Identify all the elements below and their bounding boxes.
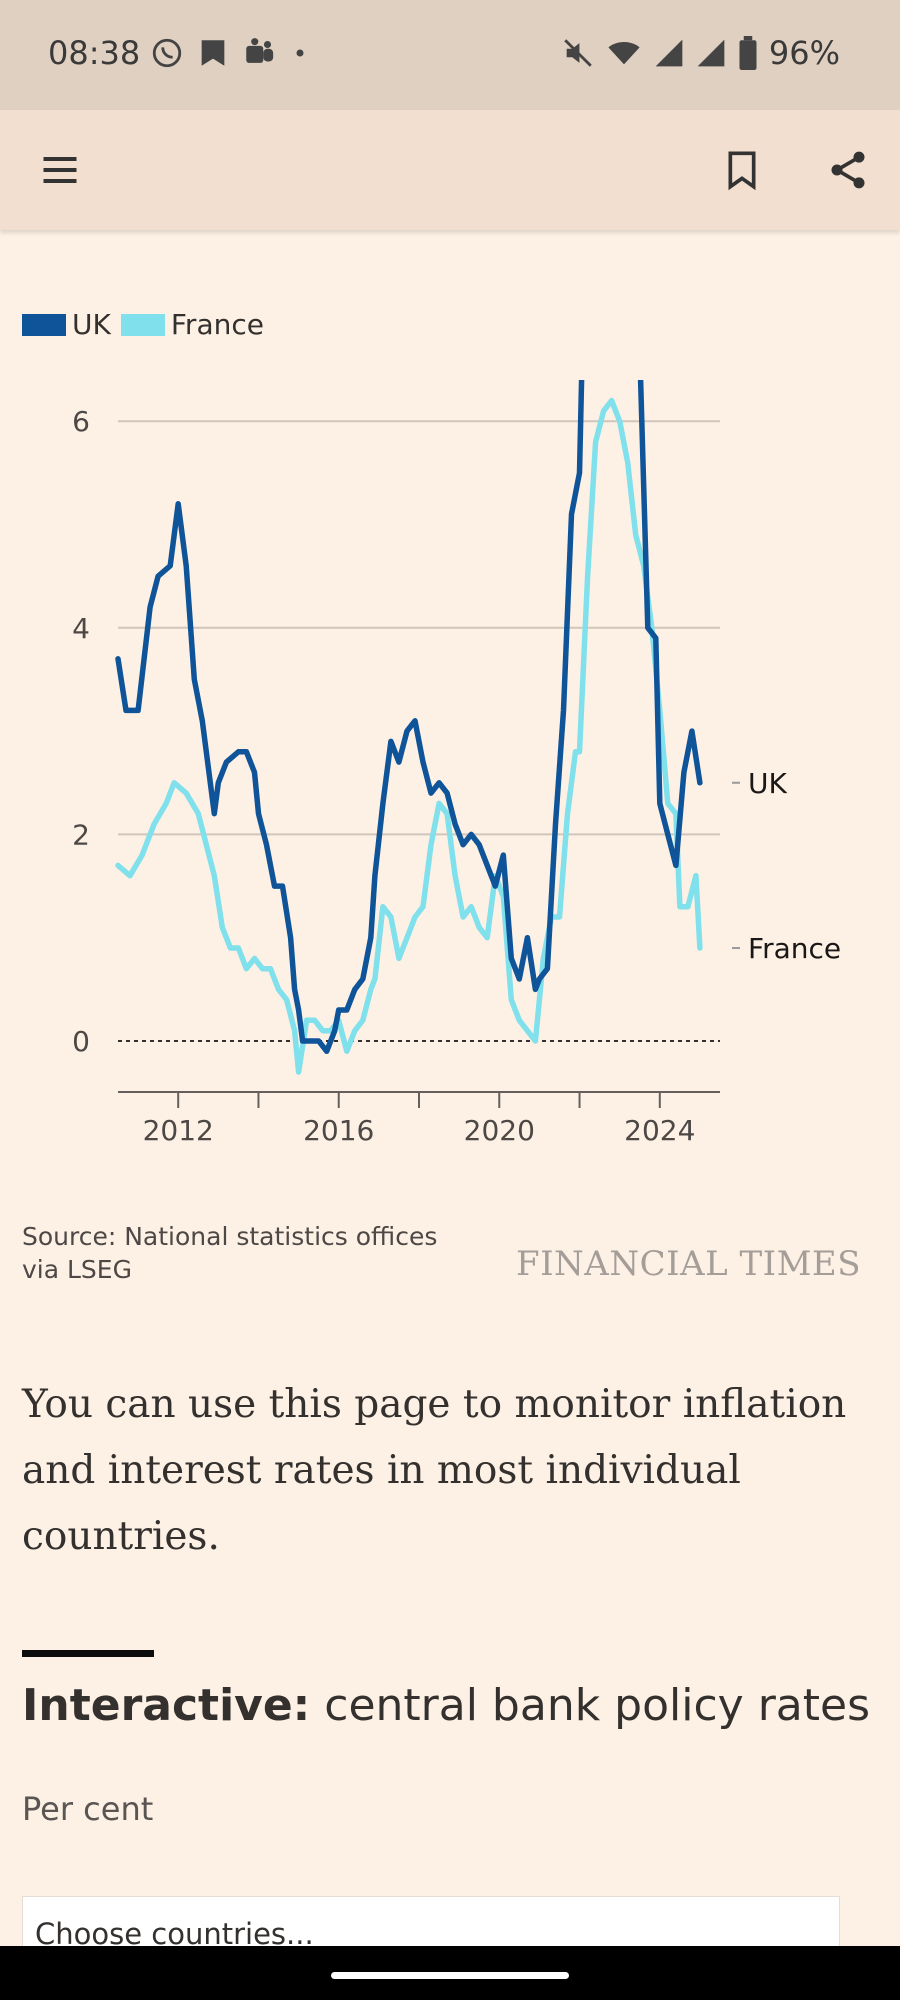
y-tick-label: 4 [72, 612, 90, 645]
signal-icon [655, 39, 683, 67]
legend-label-uk: UK [72, 308, 111, 341]
chart-legend: UK France [22, 308, 274, 341]
section-rule [22, 1650, 154, 1657]
share-icon [831, 151, 865, 189]
ft-logo: FINANCIAL TIMES [516, 1244, 861, 1284]
home-gesture-handle[interactable] [331, 1972, 569, 1979]
app-bar [0, 110, 900, 230]
end-label-france: France [748, 932, 841, 965]
dot-icon [296, 49, 304, 57]
battery-icon [739, 36, 757, 70]
bookmark-icon [728, 151, 756, 191]
intro-paragraph: You can use this page to monitor inflati… [22, 1382, 847, 1559]
legend-swatch-france [120, 313, 165, 336]
section-title: Interactive: central bank policy rates [22, 1680, 870, 1731]
legend-label-france: France [170, 308, 264, 341]
x-tick-label: 2024 [624, 1114, 695, 1147]
notification-icons [150, 36, 312, 70]
chart-source: Source: National statistics offices via … [22, 1222, 438, 1284]
section-title-rest: central bank policy rates [310, 1680, 870, 1731]
battery-percent: 96% [768, 34, 840, 72]
status-time: 08:38 [48, 34, 141, 72]
mute-icon [564, 39, 592, 67]
series-line-france [115, 397, 703, 1075]
y-tick-label: 0 [72, 1025, 90, 1058]
section-title-bold: Interactive: [22, 1680, 311, 1731]
x-tick-label: 2012 [143, 1114, 214, 1147]
status-bar: 08:38 96% [0, 0, 900, 110]
whatsapp-icon [152, 38, 182, 68]
teams-icon [246, 38, 274, 63]
menu-icon [43, 156, 77, 184]
x-tick-label: 2020 [464, 1114, 535, 1147]
end-label-uk: UK [748, 767, 787, 800]
menu-button[interactable] [30, 140, 90, 200]
y-tick-label: 2 [72, 818, 90, 851]
y-tick-label: 6 [72, 405, 90, 438]
bookmark-button[interactable] [712, 140, 772, 200]
wifi-icon [608, 42, 640, 65]
legend-swatch-uk [22, 313, 66, 336]
series-line-uk [115, 380, 703, 1055]
country-select-placeholder: Choose countries... [35, 1917, 314, 1951]
x-tick-label: 2016 [303, 1114, 374, 1147]
unit-label: Per cent [22, 1790, 154, 1828]
message-icon [201, 40, 225, 66]
signal-icon [697, 39, 725, 67]
share-button[interactable] [818, 140, 878, 200]
system-icons: 96% [561, 34, 840, 72]
